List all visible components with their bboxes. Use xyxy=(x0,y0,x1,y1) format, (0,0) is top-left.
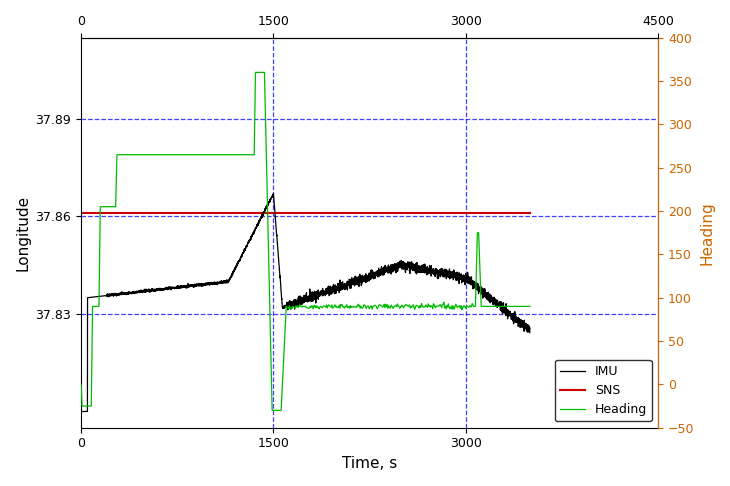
Heading xyxy=(251,69,260,75)
IMU xyxy=(290,300,299,306)
Y-axis label: Heading: Heading xyxy=(700,201,715,264)
Line: Heading: Heading xyxy=(81,72,530,410)
SNS xyxy=(526,210,534,216)
Heading xyxy=(345,305,354,311)
Heading xyxy=(268,407,277,413)
IMU xyxy=(490,297,499,303)
Heading xyxy=(374,304,383,310)
IMU xyxy=(269,191,277,197)
Heading xyxy=(412,302,420,308)
Legend: IMU, SNS, Heading: IMU, SNS, Heading xyxy=(555,360,652,421)
Y-axis label: Longitude: Longitude xyxy=(15,195,30,271)
Line: IMU: IMU xyxy=(81,194,530,412)
IMU xyxy=(512,317,520,323)
Heading xyxy=(376,303,385,309)
Heading xyxy=(392,302,401,308)
SNS xyxy=(77,210,85,216)
X-axis label: Time, s: Time, s xyxy=(342,456,397,471)
IMU xyxy=(265,200,274,206)
IMU xyxy=(77,409,85,415)
IMU xyxy=(269,191,277,197)
Heading xyxy=(526,303,534,309)
Heading xyxy=(77,382,85,387)
IMU xyxy=(403,264,412,270)
IMU xyxy=(526,325,534,331)
Heading xyxy=(296,303,305,309)
